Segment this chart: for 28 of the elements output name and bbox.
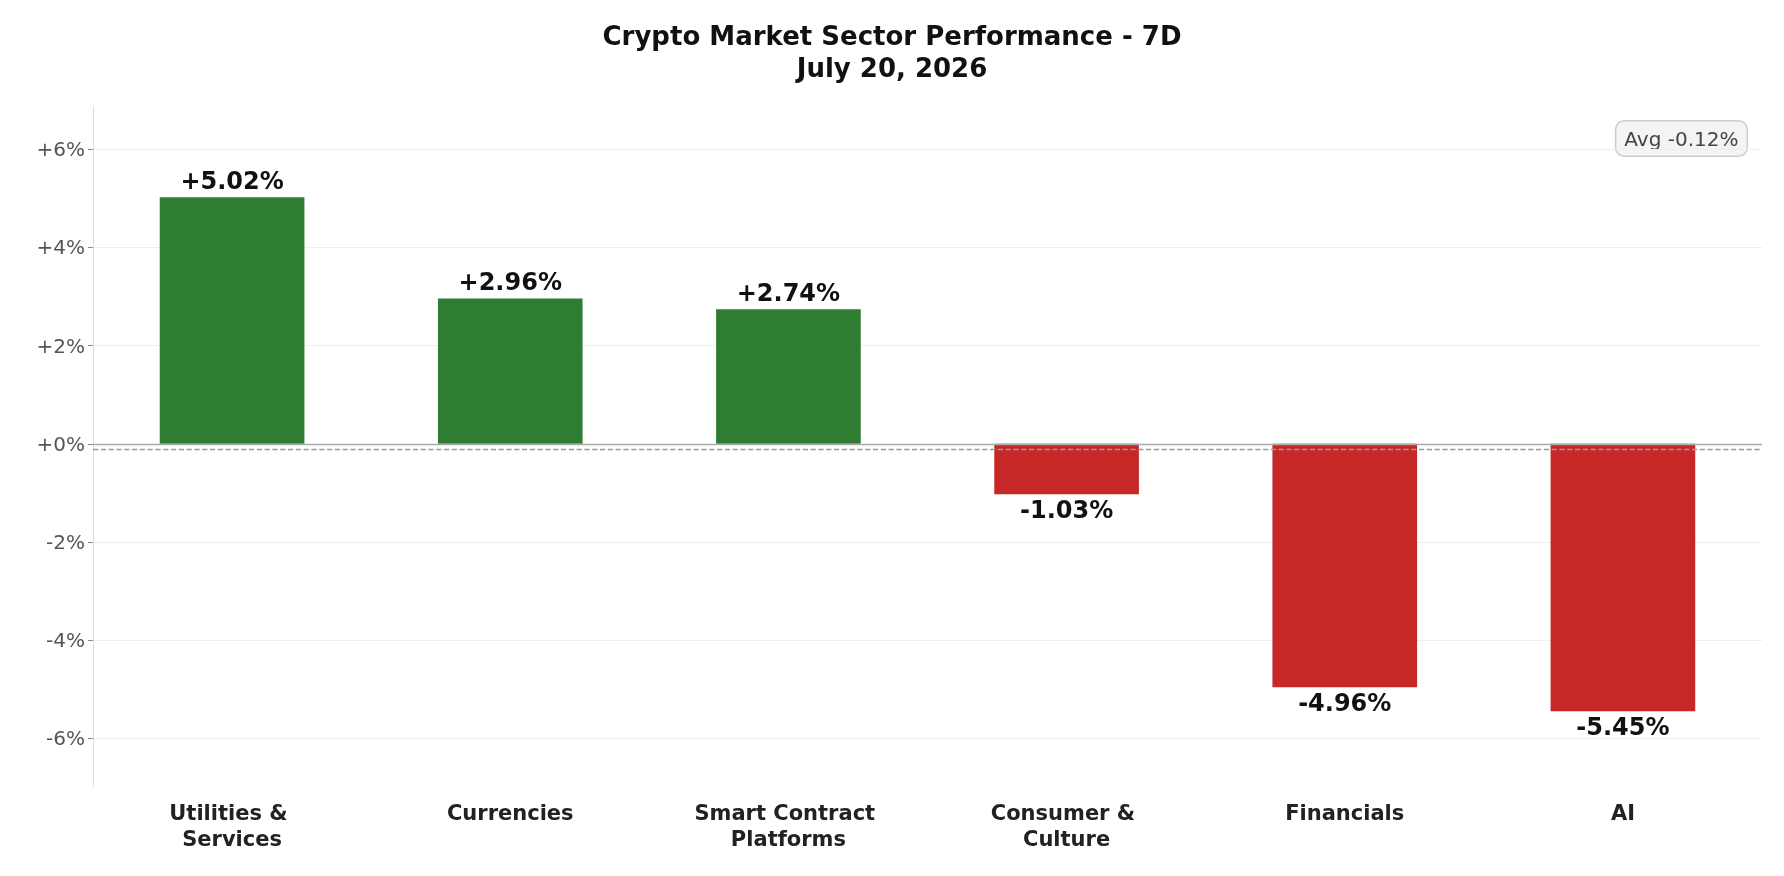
y-tick-label: -6% [46, 726, 85, 751]
bar [159, 197, 305, 444]
data-label: -4.96% [1298, 689, 1392, 718]
x-tick-label: Financials [1285, 801, 1405, 825]
data-label: +2.74% [736, 279, 841, 308]
y-tick-label: -2% [46, 529, 85, 554]
y-tick-label: +6% [36, 137, 85, 162]
bar [1272, 443, 1418, 688]
x-tick-label: AI [1610, 801, 1635, 825]
annotation: Avg -0.12% [1624, 126, 1739, 151]
data-label: +2.96% [458, 268, 562, 297]
bar [1550, 443, 1696, 712]
x-tick-label: Smart Contract Platforms [694, 801, 883, 851]
chart-title: Crypto Market Sector Performance - 7D [602, 21, 1182, 51]
x-tick-label: Utilities & Services [169, 801, 295, 851]
bar [437, 298, 583, 444]
y-tick-label: +2% [36, 333, 85, 358]
y-tick-label: +4% [36, 235, 85, 260]
y-tick-label: +0% [36, 431, 85, 456]
data-label: +5.02% [180, 167, 284, 196]
x-tick-label: Currencies [446, 801, 574, 825]
chart-subtitle: July 20, 2026 [794, 53, 988, 83]
x-tick-label: Consumer & Culture [990, 801, 1143, 851]
data-label: -1.03% [1019, 496, 1114, 525]
y-tick-label: -4% [46, 628, 85, 653]
data-label: -5.45% [1576, 713, 1670, 742]
bar [994, 443, 1139, 495]
bar [716, 309, 861, 444]
